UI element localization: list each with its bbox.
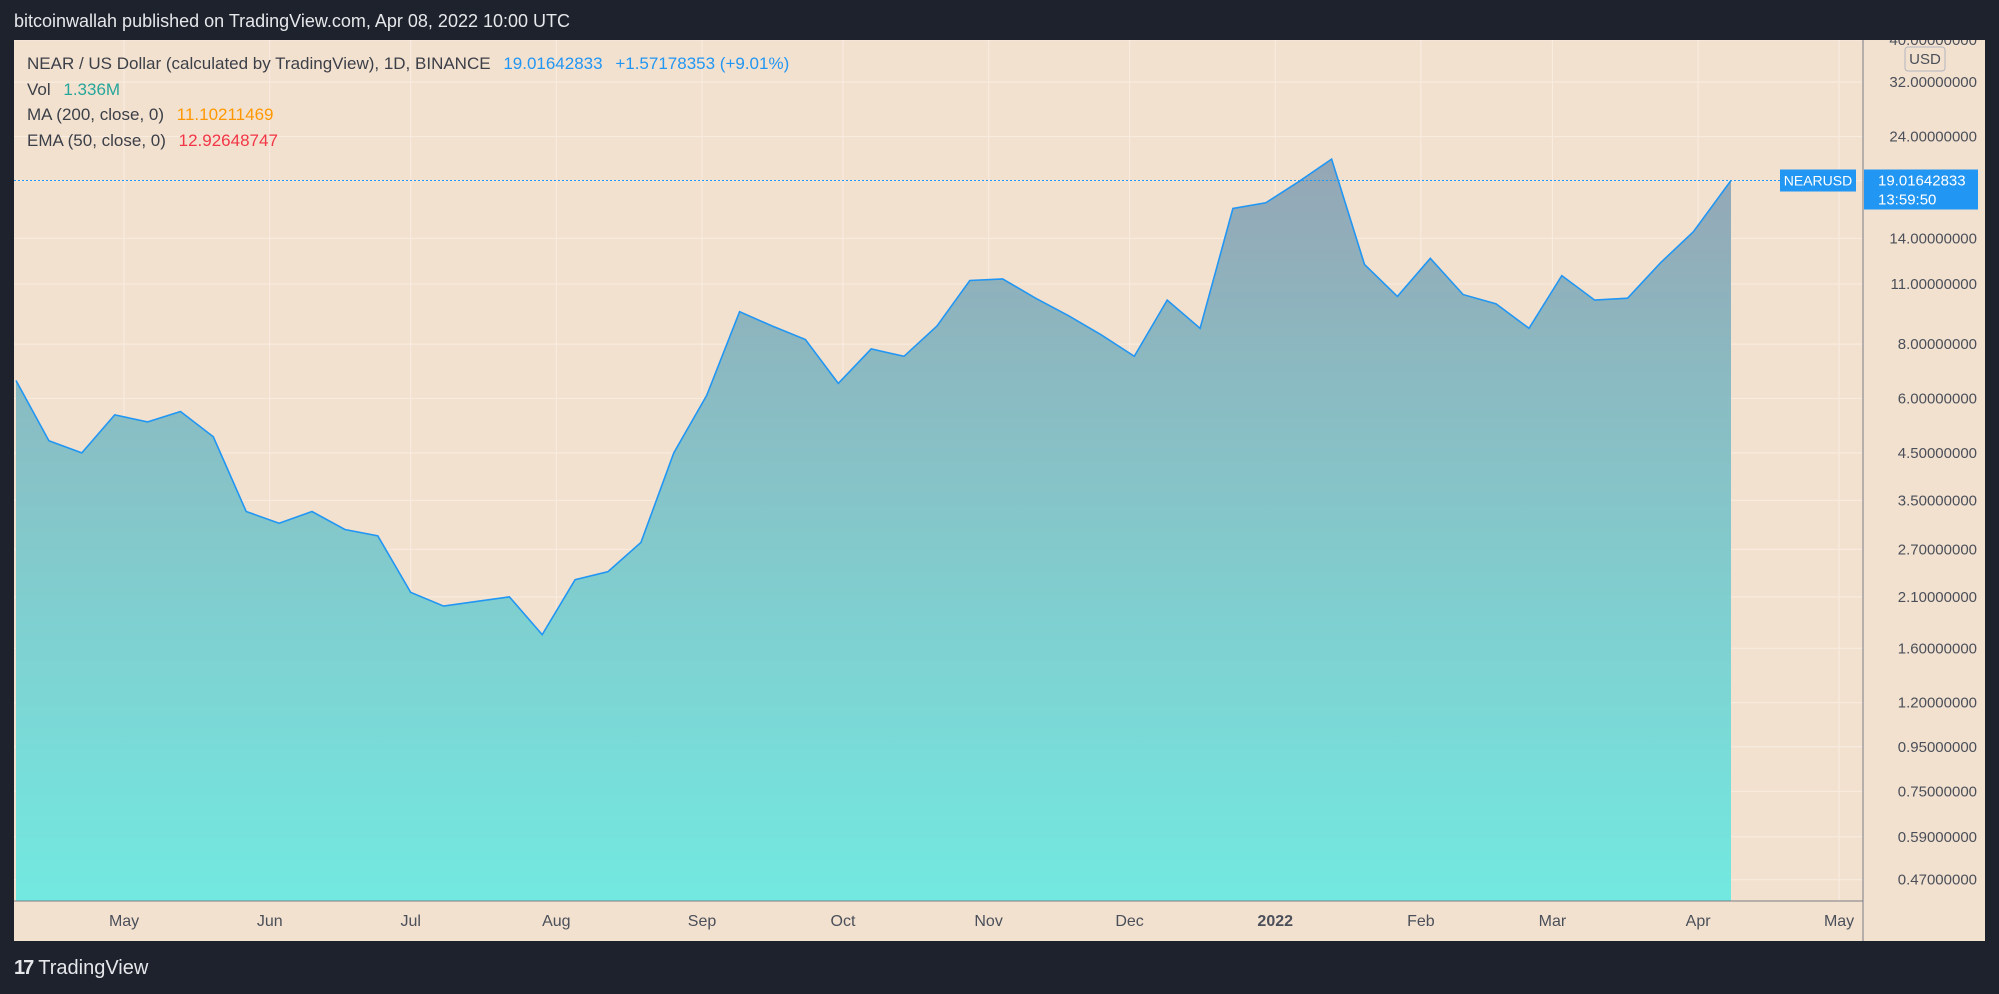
x-tick-label: Jul — [400, 913, 420, 930]
y-tick-label: 0.47000000 — [1898, 872, 1977, 889]
currency-label: USD — [1909, 51, 1941, 68]
x-tick-label: Mar — [1539, 913, 1567, 930]
y-tick-label: 0.95000000 — [1898, 739, 1977, 756]
x-tick-label: Jun — [257, 913, 283, 930]
legend-ema-label: EMA (50, close, 0) — [27, 130, 166, 150]
x-tick-label: Sep — [688, 913, 717, 930]
symbol-tag-label: NEARUSD — [1784, 173, 1852, 189]
y-tick-label: 0.59000000 — [1898, 829, 1977, 846]
tradingview-brand: TradingView — [38, 957, 149, 979]
y-tick-label: 14.00000000 — [1889, 230, 1977, 247]
symbol-tag: NEARUSD — [1780, 169, 1856, 192]
price-chart[interactable]: 40.0000000032.0000000024.0000000019.0000… — [14, 40, 1985, 941]
y-tick-label: 40.00000000 — [1889, 40, 1977, 49]
price-line — [15, 157, 1732, 636]
legend-ma-row[interactable]: MA (200, close, 0) 11.10211469 — [27, 102, 789, 128]
currency-tag[interactable]: USD — [1904, 46, 1946, 72]
footer-bar: 17 TradingView — [0, 942, 1999, 994]
time-axis[interactable]: May Jun Jul Aug Sep Oct Nov Dec 2022 Feb Mar Apr May — [109, 913, 1854, 930]
chart-legend: NEAR / US Dollar (calculated by TradingV… — [27, 51, 789, 153]
last-price-value: 19.01642833 — [1878, 173, 1966, 190]
y-tick-label: 3.50000000 — [1898, 492, 1977, 509]
y-tick-label: 0.75000000 — [1898, 783, 1977, 800]
y-tick-label: 1.20000000 — [1898, 695, 1977, 712]
y-tick-label: 24.00000000 — [1889, 129, 1977, 146]
x-tick-label: May — [109, 913, 139, 930]
bar-countdown: 13:59:50 — [1878, 192, 1936, 209]
x-tick-label: May — [1824, 913, 1854, 930]
tradingview-logo[interactable]: 17 TradingView — [14, 957, 148, 980]
x-tick-label: Dec — [1115, 913, 1143, 930]
legend-change: +1.57178353 (+9.01%) — [615, 54, 790, 73]
x-tick-label: 2022 — [1257, 913, 1293, 930]
x-tick-label: Nov — [974, 913, 1002, 930]
legend-price: 19.01642833 — [503, 54, 603, 73]
y-tick-label: 32.00000000 — [1889, 74, 1977, 91]
legend-ma-label: MA (200, close, 0) — [27, 105, 165, 124]
last-price-tag: 19.01642833 13:59:50 — [1864, 169, 1978, 210]
legend-ema-row[interactable]: EMA (50, close, 0) 12.92648747 — [27, 128, 789, 154]
price-area-fill — [16, 159, 1731, 902]
y-tick-label: 4.50000000 — [1898, 445, 1977, 462]
y-tick-label: 2.70000000 — [1898, 541, 1977, 558]
legend-ema-value: 12.92648747 — [178, 130, 278, 150]
legend-symbol: NEAR / US Dollar (calculated by TradingV… — [27, 54, 491, 73]
x-tick-label: Feb — [1407, 913, 1435, 930]
x-tick-label: Oct — [831, 913, 856, 930]
legend-volume-value: 1.336M — [63, 79, 121, 99]
top-bar: bitcoinwallah published on TradingView.c… — [0, 0, 1999, 40]
y-tick-label: 11.00000000 — [1891, 276, 1977, 293]
legend-ma-value: 11.10211469 — [176, 105, 274, 124]
tradingview-logo-icon: 17 — [14, 957, 34, 979]
legend-volume-row[interactable]: Vol 1.336M — [27, 77, 789, 103]
y-tick-label: 6.00000000 — [1898, 390, 1977, 407]
y-tick-label: 2.10000000 — [1898, 589, 1977, 606]
legend-volume-label: Vol — [27, 79, 51, 99]
y-tick-label: 8.00000000 — [1898, 336, 1977, 353]
x-tick-label: Aug — [542, 913, 570, 930]
x-tick-label: Apr — [1686, 913, 1712, 930]
price-axis[interactable]: 40.0000000032.0000000024.0000000019.0000… — [1889, 40, 1977, 889]
y-tick-label: 1.60000000 — [1898, 640, 1977, 657]
legend-symbol-row: NEAR / US Dollar (calculated by TradingV… — [27, 51, 789, 77]
publisher-line: bitcoinwallah published on TradingView.c… — [14, 11, 571, 31]
